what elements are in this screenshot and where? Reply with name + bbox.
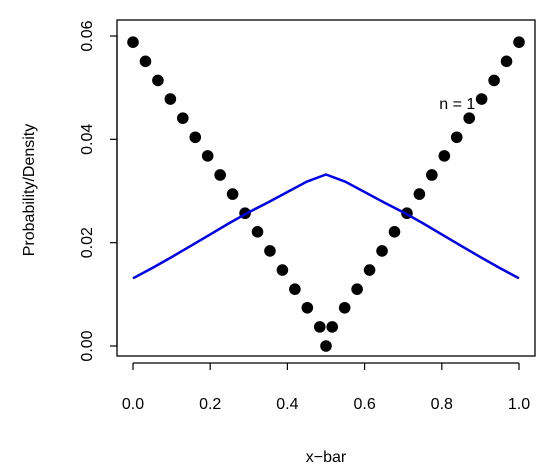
probability-point — [251, 226, 264, 238]
probability-point — [388, 226, 401, 238]
y-axis: 0.00 0.02 0.04 0.06 — [79, 20, 118, 362]
y-tick-label: 0.06 — [79, 20, 96, 51]
y-tick-label: 0.04 — [79, 124, 96, 155]
y-axis-title: Probability/Density — [21, 124, 38, 257]
probability-point — [513, 36, 525, 48]
probability-point — [320, 340, 332, 352]
probability-point — [450, 131, 463, 144]
probability-point — [500, 55, 513, 68]
y-tick-label: 0.00 — [79, 330, 96, 361]
probability-point — [326, 321, 339, 333]
probability-point — [127, 36, 139, 48]
probability-point — [226, 188, 239, 200]
x-axis: 0.0 0.2 0.4 0.6 0.8 1.0 — [122, 362, 530, 413]
probability-point — [214, 169, 226, 181]
x-tick-label: 0.6 — [353, 396, 375, 413]
probability-point — [201, 150, 214, 162]
probability-point — [152, 74, 164, 87]
probability-point — [351, 283, 363, 295]
probability-point — [363, 264, 376, 276]
x-tick-label: 1.0 — [508, 396, 530, 413]
probability-point — [426, 169, 438, 181]
probability-point — [276, 264, 289, 276]
probability-point — [488, 74, 500, 87]
probability-point — [338, 301, 351, 314]
probability-point — [438, 150, 451, 162]
x-tick-label: 0.2 — [199, 396, 221, 413]
probability-point — [289, 283, 301, 295]
probability-point — [313, 321, 326, 333]
annotation-label: n = 1 — [439, 96, 475, 113]
probability-point — [164, 93, 177, 105]
probability-point — [475, 93, 488, 105]
probability-point — [264, 245, 276, 257]
series-layer — [127, 36, 525, 352]
probability-point — [413, 188, 426, 200]
density-curve — [132, 173, 520, 280]
plot-frame — [116, 19, 536, 357]
x-tick-label: 0.4 — [276, 396, 298, 413]
y-tick-label: 0.02 — [79, 227, 96, 258]
probability-point — [139, 55, 152, 68]
x-tick-label: 0.8 — [431, 396, 453, 413]
probability-point — [301, 301, 314, 314]
probability-point — [189, 131, 202, 144]
probability-point — [463, 112, 476, 124]
probability-point — [176, 112, 189, 124]
x-tick-label: 0.0 — [122, 396, 144, 413]
probability-point — [376, 245, 388, 257]
x-axis-title: x−bar — [306, 449, 347, 466]
